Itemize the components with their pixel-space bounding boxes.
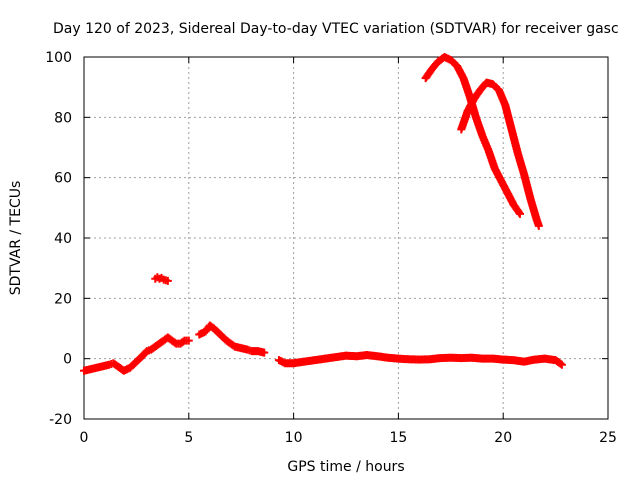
y-tick-label: 80 bbox=[54, 110, 72, 126]
ticks-layer: 0 5 10 15 20 25 -20 0 20 40 60 80 100 bbox=[45, 50, 617, 446]
data-point bbox=[557, 360, 566, 369]
chart-title: Day 120 of 2023, Sidereal Day-to-day VTE… bbox=[53, 21, 619, 37]
y-tick-label: 20 bbox=[54, 291, 72, 307]
y-tick-label: 40 bbox=[54, 231, 72, 247]
data-point bbox=[184, 336, 193, 345]
x-tick-label: 15 bbox=[389, 430, 407, 446]
data-point bbox=[534, 221, 543, 230]
series-flat-9.3-23h bbox=[274, 351, 566, 369]
series-arc-5.5-8.6h bbox=[195, 321, 269, 357]
data-layer bbox=[80, 53, 566, 375]
y-tick-label: 100 bbox=[45, 50, 72, 66]
data-point bbox=[260, 348, 269, 357]
y-tick-label: -20 bbox=[49, 412, 72, 428]
x-tick-label: 10 bbox=[285, 430, 303, 446]
x-tick-label: 0 bbox=[80, 430, 89, 446]
data-point bbox=[163, 276, 172, 285]
data-point bbox=[515, 209, 524, 218]
series-arc-16.3-20.8h bbox=[421, 53, 524, 218]
series-cluster-3.5h bbox=[151, 273, 172, 285]
x-tick-label: 5 bbox=[184, 430, 193, 446]
y-tick-label: 0 bbox=[63, 352, 72, 368]
y-tick-label: 60 bbox=[54, 171, 72, 187]
series-main-trace bbox=[80, 333, 193, 375]
x-tick-label: 25 bbox=[599, 430, 617, 446]
x-axis-label: GPS time / hours bbox=[287, 459, 404, 475]
y-axis-label: SDTVAR / TECUs bbox=[8, 181, 24, 296]
series-arc-18.0-21.7h bbox=[457, 78, 543, 230]
x-tick-label: 20 bbox=[494, 430, 512, 446]
